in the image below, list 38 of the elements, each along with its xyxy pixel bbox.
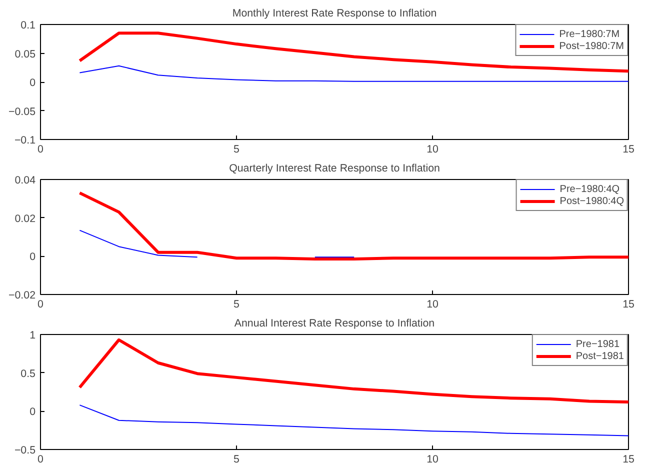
y-tick-label: 0 [30,77,36,89]
x-tick-label: 5 [234,454,240,466]
x-tick-label: 10 [426,298,438,310]
chart-title: Quarterly Interest Rate Response to Inflation [229,162,440,174]
y-tick-label: 0.1 [20,20,36,32]
x-tick-label: 15 [622,144,634,156]
line-series [79,65,628,82]
y-tick-label: 0 [30,251,36,264]
y-tick-label: 0.5 [20,368,36,380]
line-series [78,32,628,73]
y-tick-label: −0.02 [8,290,36,302]
y-tick-label: 0 [30,406,36,418]
chart-title: Annual Interest Rate Response to Inflation [234,318,435,330]
line-series [79,404,628,436]
y-tick-label: 0.02 [14,212,36,225]
y-tick-label: −0.1 [14,134,36,146]
y-tick-label: −0.05 [8,106,36,118]
y-tick-label: 1 [30,330,36,342]
x-tick-label: 15 [622,454,634,466]
x-tick-label: 5 [234,298,240,310]
legend-label: Pre−1981 [576,338,620,350]
chart-title: Monthly Interest Rate Response to Inflation [232,8,437,20]
y-tick-label: 0.05 [14,48,36,60]
x-tick-label: 10 [426,454,438,466]
x-tick-label: 0 [38,144,44,156]
line-series [78,338,628,404]
legend-label: Post−1980:7M [559,40,624,52]
x-tick-label: 0 [38,454,44,466]
x-tick-label: 15 [622,298,634,310]
legend-label: Pre−1980:4Q [560,183,620,195]
legend-label: Post−1981 [576,350,624,362]
legend-label: Post−1980:4Q [560,195,624,207]
x-tick-label: 5 [234,144,240,156]
x-tick-label: 0 [38,298,44,310]
y-tick-label: 0.04 [14,174,36,186]
legend-label: Pre−1980:7M [559,28,620,40]
y-tick-label: −0.5 [14,444,36,456]
x-tick-label: 10 [426,144,438,156]
